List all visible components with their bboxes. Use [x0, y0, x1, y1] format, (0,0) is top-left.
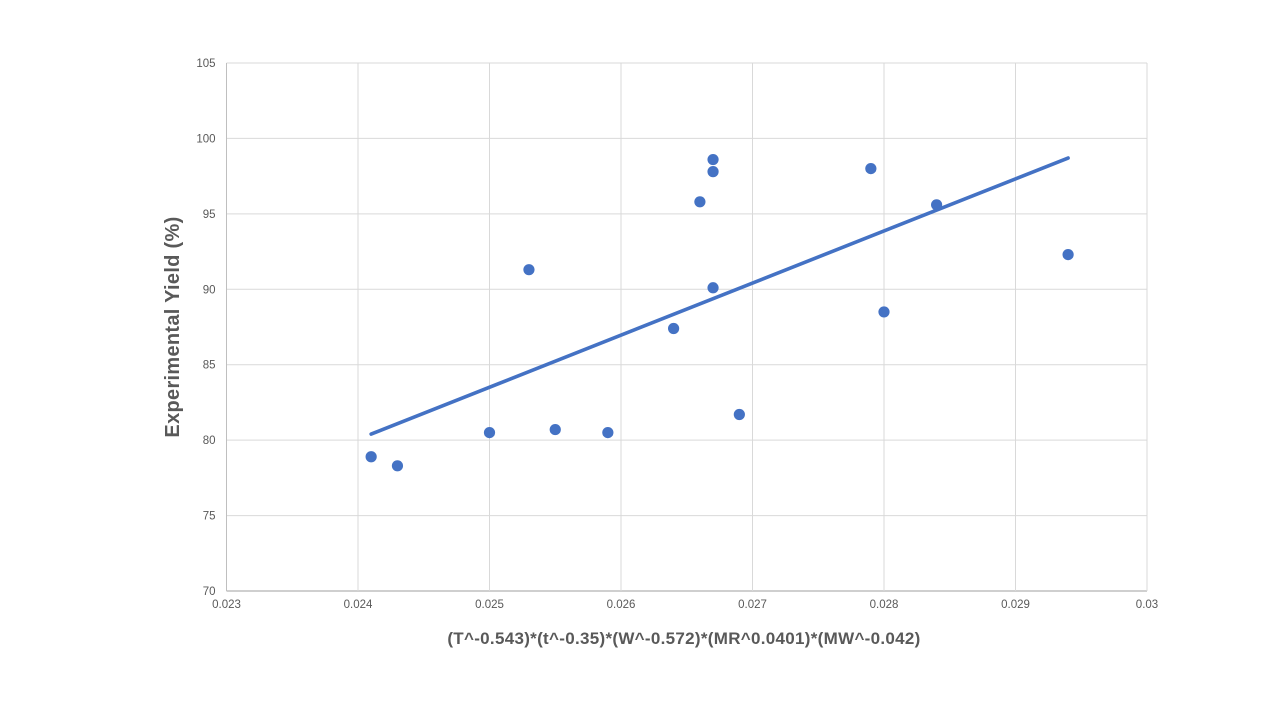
y-tick-label: 80 — [203, 435, 216, 447]
x-tick-label: 0.029 — [1001, 599, 1030, 611]
y-tick-label: 90 — [203, 284, 216, 296]
data-point — [733, 408, 745, 421]
plot-area: 70 75 80 85 90 95 100 105 0.023 0.024 0.025 0.026 0.… — [196, 58, 1158, 611]
data-point — [549, 423, 561, 436]
data-point — [707, 166, 719, 178]
data-point — [668, 322, 680, 335]
data-point — [865, 163, 877, 175]
x-tick-label: 0.025 — [475, 599, 504, 611]
data-point — [694, 196, 706, 208]
y-tick-label: 95 — [203, 209, 216, 221]
y-tick-label: 100 — [196, 133, 215, 145]
x-tick-label: 0.026 — [607, 599, 636, 611]
data-point — [365, 451, 377, 463]
y-tick-label: 85 — [203, 360, 216, 372]
x-tick-label: 0.024 — [344, 599, 373, 611]
x-tick-label: 0.03 — [1136, 599, 1158, 611]
y-axis-title: Experimental Yield (%) — [162, 216, 184, 437]
y-tick-label: 70 — [203, 586, 216, 598]
x-tick-label: 0.028 — [870, 599, 899, 611]
x-axis-title: (T^-0.543)*(t^-0.35)*(W^-0.572)*(MR^0.04… — [447, 629, 920, 648]
data-point — [483, 427, 496, 439]
data-point — [523, 264, 535, 276]
x-tick-label: 0.027 — [738, 599, 767, 611]
data-point — [707, 153, 719, 166]
y-tick-label: 75 — [203, 511, 216, 523]
data-point — [1062, 248, 1074, 261]
data-point — [391, 460, 404, 472]
y-tick-label: 105 — [196, 58, 215, 70]
data-point — [931, 199, 943, 211]
data-point — [878, 306, 890, 318]
trendline — [369, 156, 1070, 436]
x-tick-label: 0.023 — [212, 599, 241, 611]
data-point — [707, 282, 719, 294]
data-point — [602, 427, 614, 439]
